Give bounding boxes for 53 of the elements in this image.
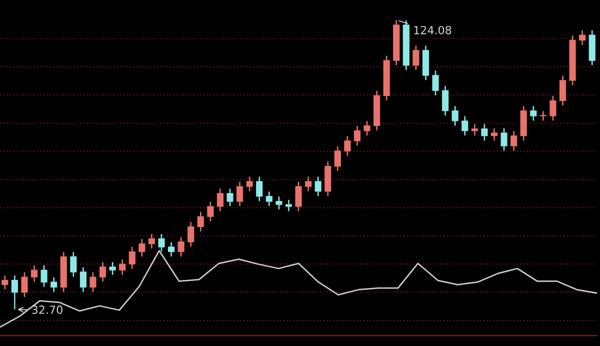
candlestick: [266, 190, 272, 207]
candlestick: [256, 176, 263, 202]
candlestick: [490, 128, 498, 142]
candlestick: [70, 251, 77, 278]
candlestick: [178, 236, 184, 258]
candlestick: [344, 136, 351, 156]
candlestick: [207, 201, 214, 222]
candlestick: [99, 262, 106, 282]
candlestick: [442, 85, 449, 116]
candlestick: [236, 181, 244, 207]
candlestick: [412, 44, 420, 71]
candlestick: [40, 264, 48, 288]
candlestick: [2, 274, 8, 290]
candlestick: [354, 125, 361, 146]
candlestick: [90, 272, 96, 293]
candlestick: [579, 30, 586, 46]
candlestick: [432, 70, 439, 96]
candlestick: [148, 233, 155, 250]
candlestick: [452, 105, 458, 126]
candlestick: [128, 246, 136, 270]
candlestick: [216, 188, 224, 212]
candlestick: [197, 211, 204, 232]
candlestick: [119, 258, 126, 276]
candlestick: [188, 221, 194, 248]
candlestick: [462, 116, 468, 136]
candlestick: [364, 120, 370, 136]
candlestick: [246, 176, 253, 192]
candlestick: [226, 188, 234, 207]
candlestick: [471, 123, 478, 136]
candlestick: [50, 276, 58, 293]
candlestick: [305, 176, 312, 192]
candlestick: [530, 105, 537, 122]
candlestick: [21, 272, 28, 298]
candlestick: [559, 75, 566, 106]
candlestick: [481, 123, 488, 142]
candlestick: [314, 176, 322, 197]
candlestick: [158, 233, 165, 252]
candlestick: [276, 196, 282, 210]
candlestick: [11, 274, 18, 310]
annotation: 32.70: [32, 306, 62, 314]
candlestick: [295, 181, 302, 212]
candlestick: [540, 110, 546, 122]
candlestick: [500, 128, 508, 152]
candlestick: [334, 146, 341, 172]
candlestick: [168, 242, 175, 258]
candlestick: [285, 199, 292, 212]
candlestick: [109, 262, 116, 276]
candlestick: [510, 130, 518, 152]
candlestick: [138, 238, 146, 258]
annotation: 124.08: [414, 26, 452, 34]
candlestick: [550, 95, 556, 122]
candlestick: [30, 264, 38, 282]
candlestick: [80, 266, 86, 293]
